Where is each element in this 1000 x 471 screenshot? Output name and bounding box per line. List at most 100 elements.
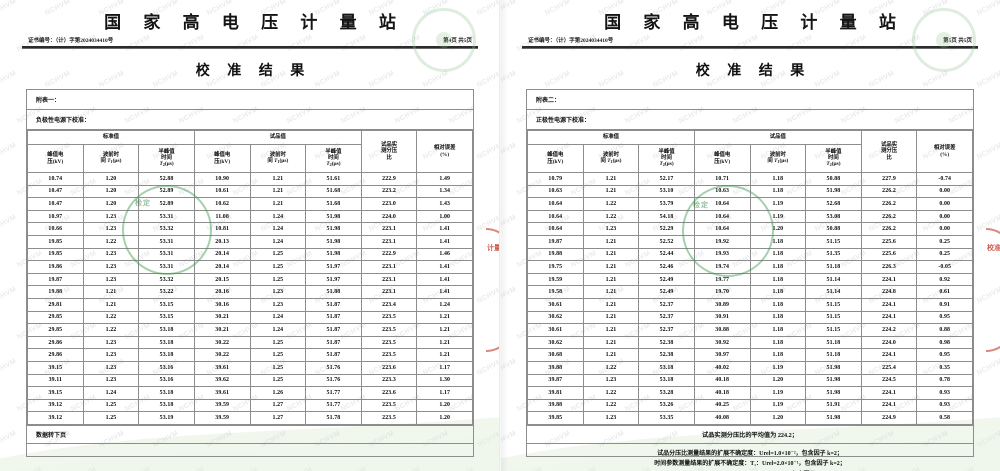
table-row: 10.64 1.22 53.79 10.64 1.19 52.68 226.2 0.00 [527,197,973,211]
table-head-left: 标准值 试品值 试品实 测分压比 相对误差 (%) 峰值电 压(kV) 波前时间 T1… [27,130,473,173]
page-number-right: 第5页 共5页 [943,38,972,44]
column-header-dut-front-time-right: 波前时间 T1(μs) [749,144,807,173]
table-body-left: 10.74 1.20 52.88 10.90 1.21 51.61 222.9 1.49 10.… [27,172,473,425]
page-left: NCHVM NCHVM NCHVM NCHVM NCHVM NCHVM NCHVM NCHVM… [0,0,500,471]
table-cell: 226.2 [860,222,918,236]
table-cell: 30.16 [193,297,251,312]
table-cell: 1.24 [249,310,307,325]
watermark-text: NCHVM [286,466,314,471]
watermark-text: NCHVM [0,357,18,378]
table-cell: 10.63 [693,184,751,199]
table-cell: 39.12 [27,411,84,425]
table-row: 39.15 1.23 53.16 39.61 1.25 51.76 223.6 1.17 [27,360,473,375]
table-cell: 1.17 [416,360,473,375]
watermark-text: NCHVM [70,466,98,471]
table-cell: 1.20 [749,373,807,388]
table-cell: 1.21 [249,197,307,211]
table-cell: 53.31 [138,260,195,274]
note-line-2: 时间参数测量结果的扩展不确定度：T₁：Urel=2.0×10⁻¹，包含因子 k=… [654,461,846,468]
table-cell: 223.5 [360,398,418,413]
table-cell: 10.62 [193,197,251,211]
average-ratio-line: 试品实测分压比的平均值为 224.2； [527,426,973,444]
annex-label-right: 附表二： [527,90,973,110]
table-cell: 1.23 [82,222,140,236]
table-cell: 30.21 [193,323,251,337]
table-row: 10.64 1.22 54.18 10.64 1.19 53.08 226.2 0.00 [527,209,973,224]
table-cell: 51.87 [305,310,362,325]
calibration-table-right: 标准值 试品值 试品实 测分压比 相对误差 (%) 峰值电 压(kV) 波前时间 T1… [527,130,973,425]
table-cell: 0.92 [916,272,973,287]
table-cell: 1.25 [249,373,307,388]
table-cell: 1.24 [249,222,307,236]
watermark-text: NCHVM [975,141,1000,162]
doc-title: 校 准 结 果 [195,64,312,79]
table-cell: 224.5 [860,373,918,388]
table-row: 39.81 1.22 53.28 40.18 1.19 51.98 224.1 0.93 [527,386,973,400]
page-header-left: 国 家 高 电 压 计 量 站 证书编号：（计）字第2024034410号 第4… [0,0,500,89]
header-rule [22,46,478,49]
table-cell: 53.18 [638,373,695,388]
column-header-std-peak-voltage-right: 峰值电 压(kV) [527,144,584,173]
table-cell: 52.37 [638,310,695,325]
table-cell: 53.18 [138,386,195,400]
table-cell: 0.88 [916,323,973,337]
results-frame-right: 附表二： 正极性电源下校准： 标准值 试品值 试品实 测分压比 相对误差 (%) [526,89,974,467]
table-cell: 1.21 [82,297,140,312]
table-cell: 29.81 [27,297,84,312]
polarity-label-left: 负极性电源下校准： [27,110,473,130]
table-cell: 19.92 [693,234,751,249]
table-cell: 1.20 [82,184,140,199]
table-cell: 1.27 [249,398,307,413]
table-cell: 1.23 [249,297,307,312]
table-cell: 1.22 [582,360,640,375]
column-header-std-half-time-right: 半峰值 时间 T2(μs) [638,144,695,173]
table-cell: 39.11 [27,373,84,388]
annex-label-left: 附表一： [27,90,473,110]
table-sub-header-row-right: 峰值电 压(kV) 波前时间 T1(μs) 半峰值 时间 T2(μs) 峰值电 压(kV… [527,144,973,173]
table-cell: 1.18 [749,297,807,312]
table-row: 19.88 1.21 52.44 19.93 1.18 51.35 225.6 0.25 [527,247,973,262]
table-cell: 19.87 [527,234,584,249]
table-row: 10.66 1.23 53.32 10.81 1.24 51.98 223.1 1.41 [27,222,473,236]
page-number: 第4页 共5页 [443,38,472,44]
table-cell: 30.92 [693,335,751,350]
table-row: 10.63 1.21 53.10 10.63 1.18 51.98 226.2 0.00 [527,184,973,199]
table-cell: 1.41 [416,260,473,274]
header-rule-right [522,46,978,49]
table-cell: 51.98 [305,222,362,236]
table-cell: 1.26 [249,386,307,400]
table-cell: 1.18 [749,323,807,337]
watermark-text: NCHVM [475,429,500,450]
table-cell: 0.25 [916,234,973,249]
table-cell: 19.74 [693,260,751,274]
table-cell: 223.2 [360,184,418,199]
red-seal-arc-icon-right [986,228,1000,352]
table-row: 10.97 1.23 53.31 11.08 1.24 51.98 224.0 1.00 [27,209,473,224]
table-cell: 52.37 [638,297,695,312]
table-cell: 223.5 [360,335,418,350]
table-cell: 1.25 [249,360,307,375]
column-header-std-front-time-right: 波前时间 T1(μs) [582,144,640,173]
table-cell: 29.86 [27,335,84,350]
table-cell: 223.1 [360,222,418,236]
table-cell: 10.61 [193,184,251,199]
table-cell: 39.61 [193,386,251,400]
table-cell: 53.18 [138,398,195,413]
page-edge-shadow [500,0,508,471]
table-cell: 1.25 [249,335,307,350]
table-cell: 53.26 [638,398,695,413]
red-seal-arc-icon [486,228,500,352]
table-cell: 1.21 [416,335,473,350]
group-header-standard: 标准值 [27,130,195,145]
table-cell: 40.18 [693,386,751,400]
table-cell: 1.18 [749,310,807,325]
watermark-text: NCHVM [448,466,476,471]
table-cell: 52.49 [638,285,695,299]
table-row: 30.62 1.21 52.37 30.91 1.18 51.15 224.1 0.95 [527,310,973,325]
table-cell: 19.93 [693,247,751,262]
table-row: 39.88 1.22 53.26 40.25 1.19 51.91 224.1 0.93 [527,398,973,413]
table-cell: 39.81 [527,386,584,400]
table-cell: 0.58 [916,411,973,425]
table-cell: 51.98 [805,360,862,375]
